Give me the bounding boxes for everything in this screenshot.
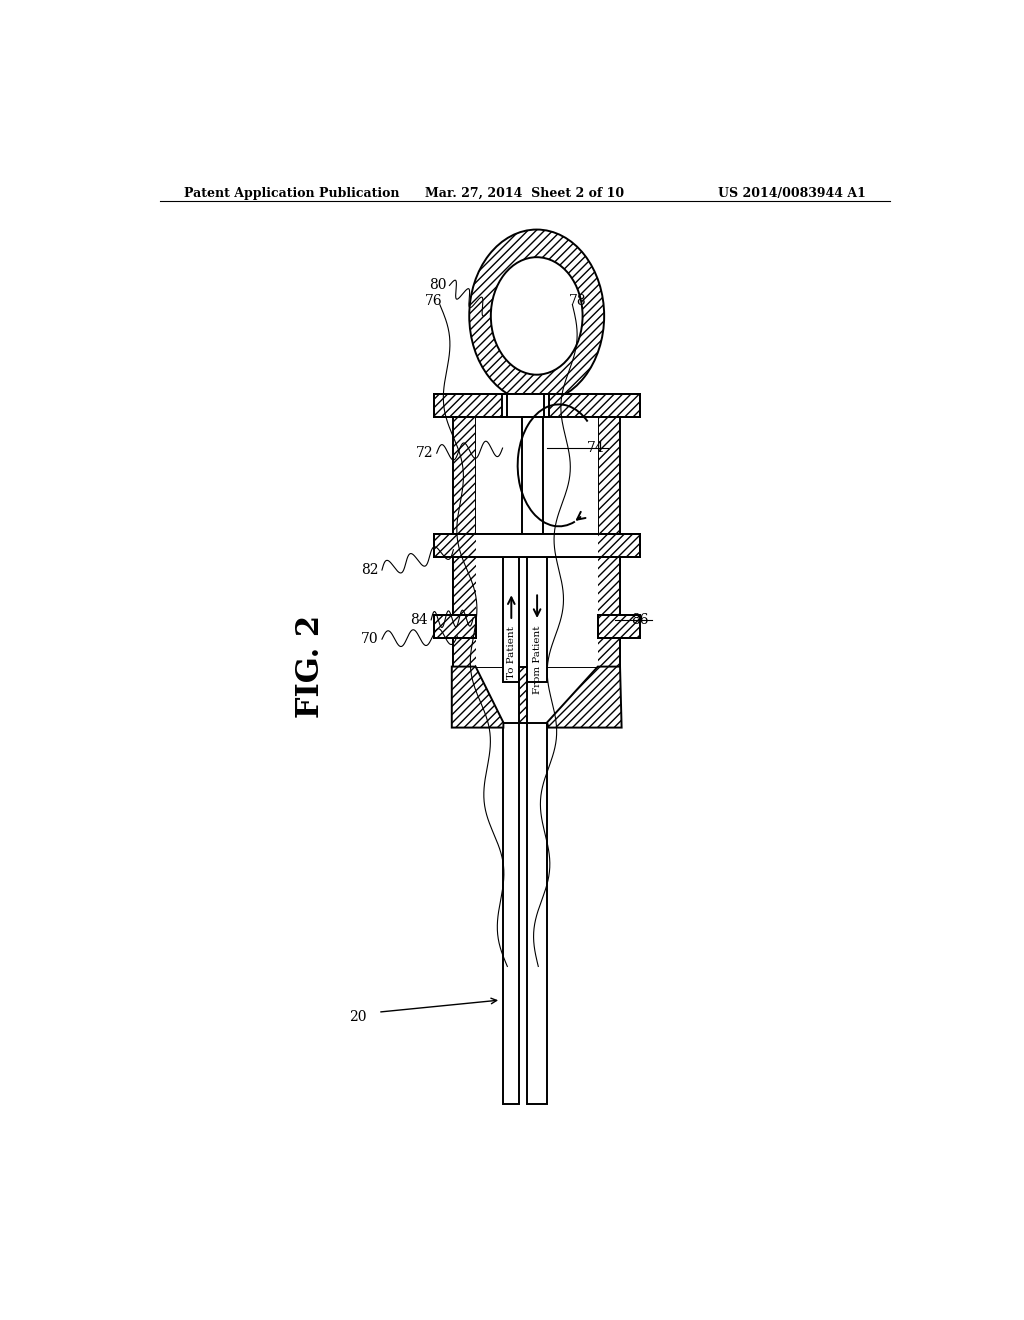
Polygon shape: [547, 667, 622, 727]
Bar: [433, 535, 640, 557]
Bar: [522, 417, 543, 535]
Bar: [502, 395, 549, 417]
Bar: [504, 557, 519, 682]
Text: Patent Application Publication: Patent Application Publication: [183, 187, 399, 199]
Text: FIG. 2: FIG. 2: [295, 615, 326, 718]
Polygon shape: [519, 667, 527, 722]
Bar: [454, 417, 475, 667]
Bar: [598, 615, 640, 638]
Text: Mar. 27, 2014  Sheet 2 of 10: Mar. 27, 2014 Sheet 2 of 10: [425, 187, 625, 199]
Text: 78: 78: [569, 293, 587, 308]
Bar: [502, 395, 507, 417]
Text: To Patient: To Patient: [507, 626, 516, 678]
Bar: [433, 535, 640, 557]
Text: 80: 80: [429, 279, 446, 293]
Ellipse shape: [490, 257, 583, 375]
Text: 72: 72: [416, 446, 433, 461]
Text: 74: 74: [588, 441, 605, 455]
Bar: [544, 395, 549, 417]
Bar: [433, 395, 640, 417]
Polygon shape: [452, 667, 504, 727]
Bar: [504, 722, 519, 1104]
Text: 82: 82: [361, 564, 379, 577]
Bar: [433, 615, 475, 638]
Bar: [433, 395, 640, 417]
Text: 86: 86: [631, 612, 648, 627]
Text: From Patient: From Patient: [532, 626, 542, 694]
Bar: [454, 557, 621, 667]
Text: 20: 20: [348, 1010, 367, 1024]
Bar: [598, 417, 621, 667]
Bar: [527, 722, 547, 1104]
Text: 84: 84: [411, 612, 428, 627]
Text: 70: 70: [361, 632, 379, 647]
Bar: [527, 557, 547, 682]
Bar: [598, 615, 640, 638]
Bar: [475, 535, 598, 557]
Ellipse shape: [469, 230, 604, 403]
Text: US 2014/0083944 A1: US 2014/0083944 A1: [718, 187, 866, 199]
Bar: [475, 417, 598, 667]
Bar: [433, 615, 475, 638]
Text: 76: 76: [425, 293, 442, 308]
